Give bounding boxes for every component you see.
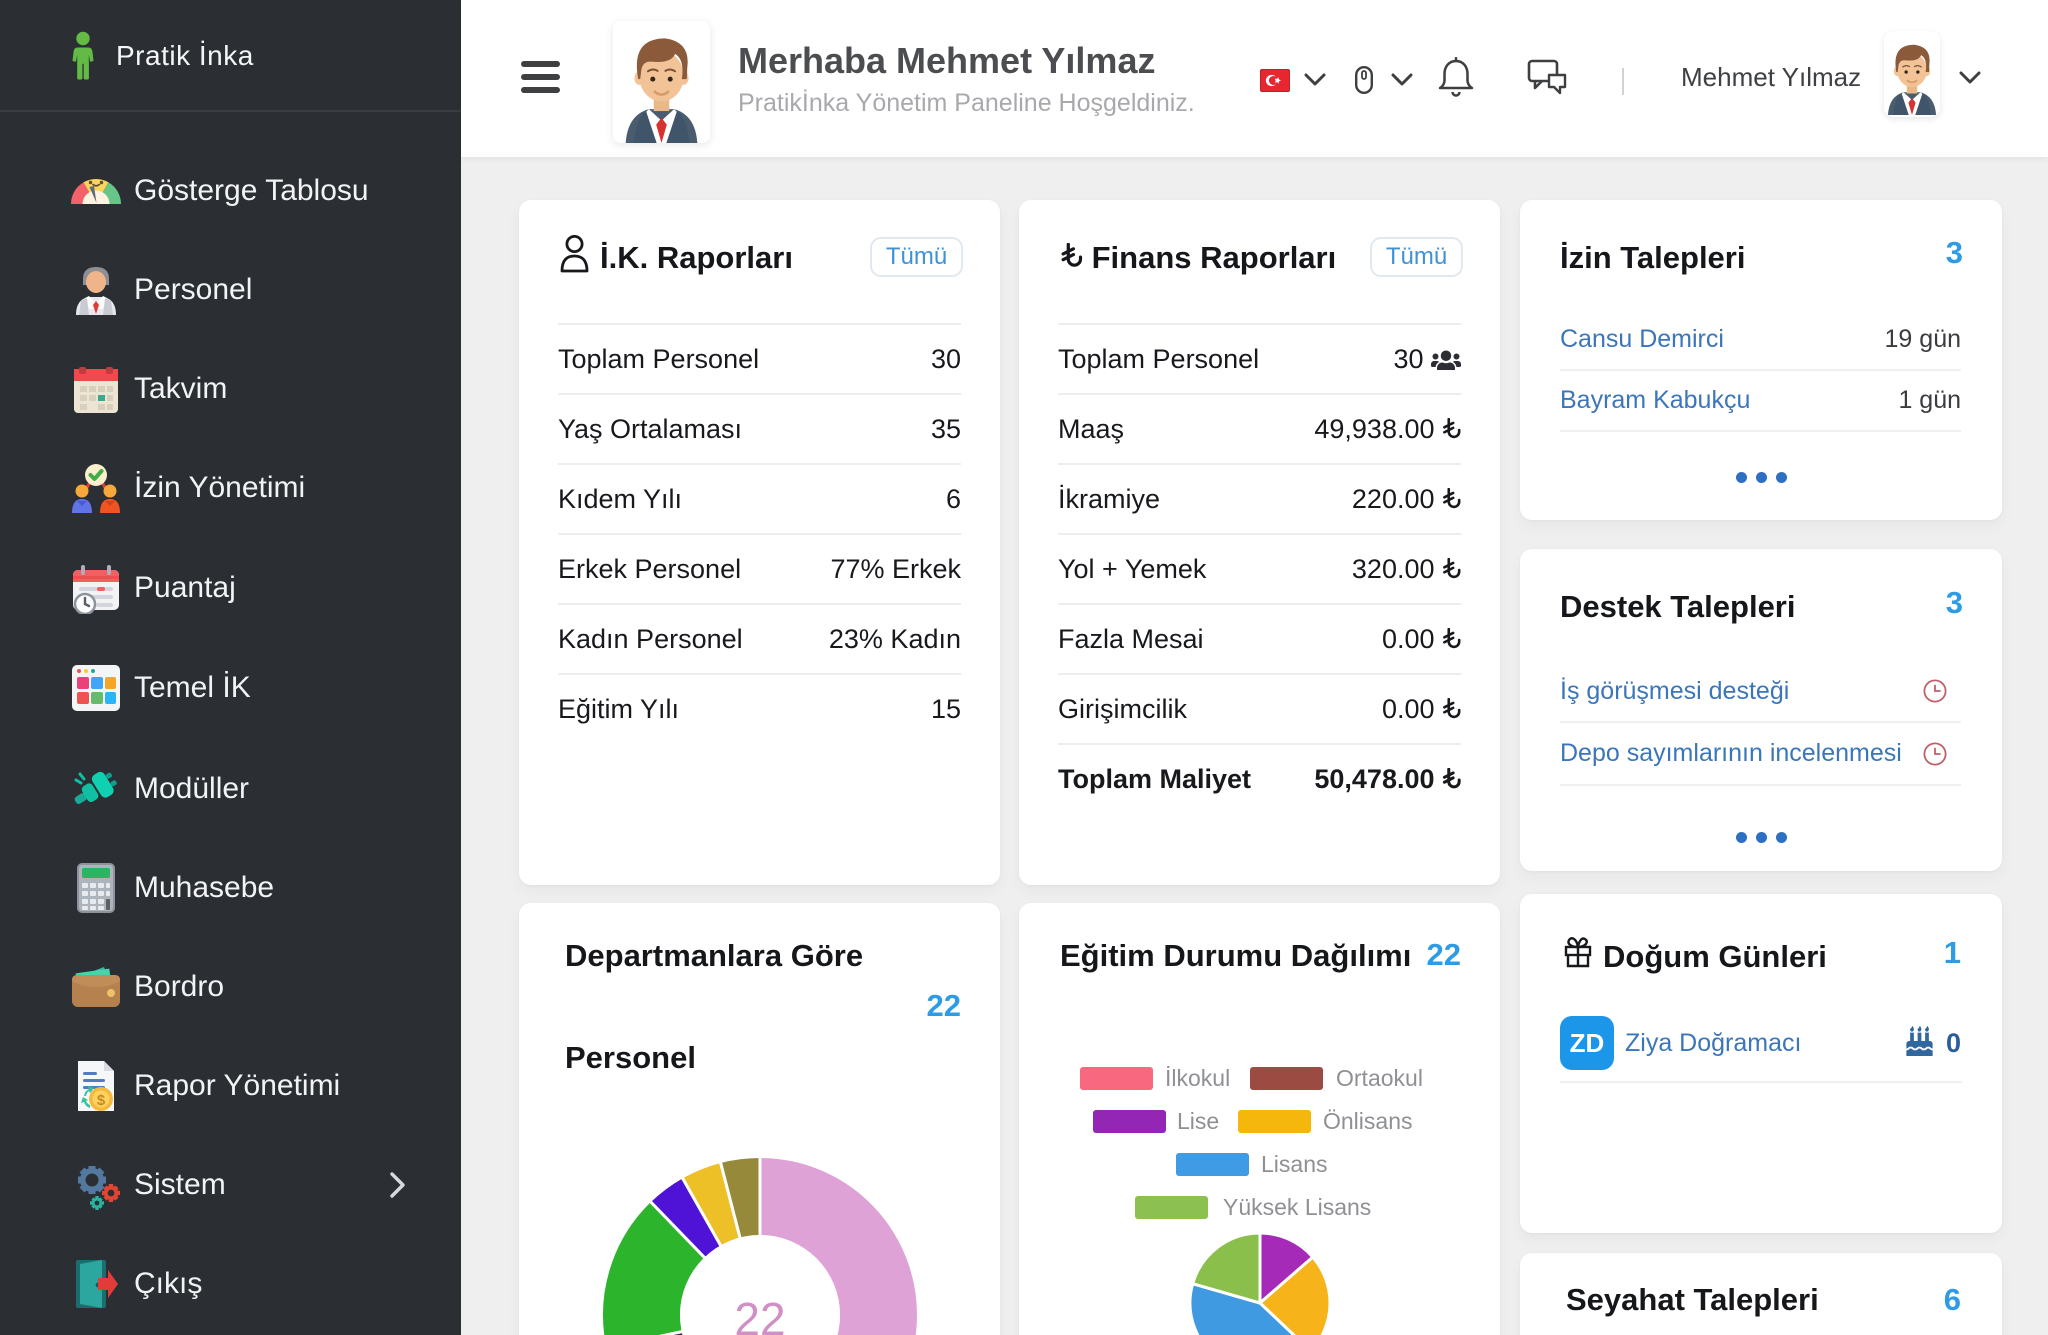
svg-text:$: $: [97, 1092, 106, 1109]
